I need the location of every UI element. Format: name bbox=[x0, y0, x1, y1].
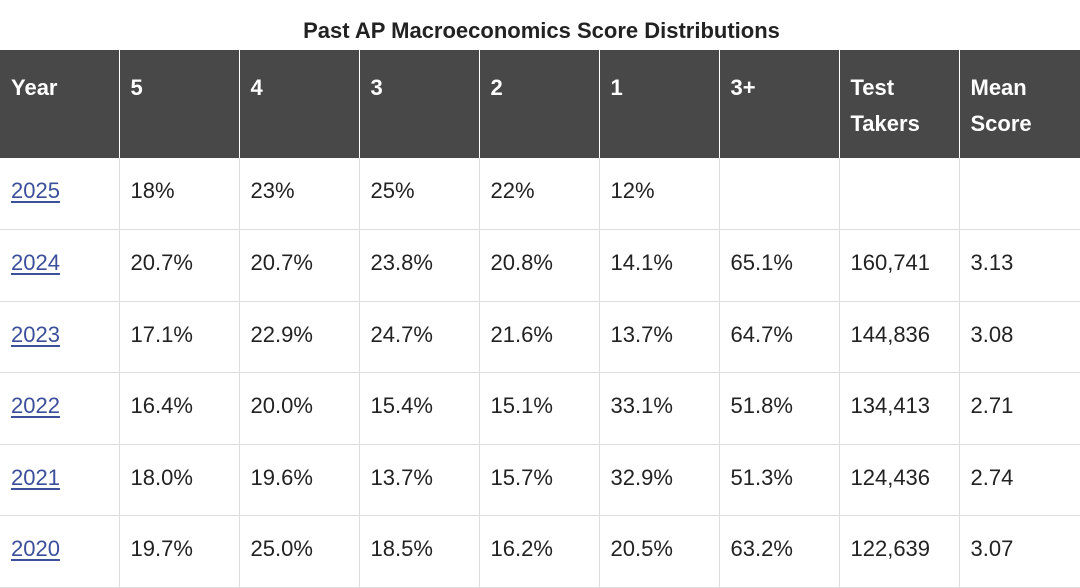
year-link[interactable]: 2022 bbox=[11, 393, 60, 418]
column-header-year: Year bbox=[0, 50, 119, 158]
cell-test-takers: 134,413 bbox=[838, 372, 959, 445]
column-header-score-5: 5 bbox=[118, 50, 239, 158]
year-link[interactable]: 2024 bbox=[11, 250, 60, 275]
cell-3-plus: 63.2% bbox=[718, 515, 839, 588]
cell-score-1: 13.7% bbox=[598, 301, 719, 373]
cell-score-4: 19.6% bbox=[238, 444, 359, 516]
cell-score-5: 19.7% bbox=[118, 515, 239, 588]
cell-score-3: 24.7% bbox=[358, 301, 479, 373]
cell-year: 2023 bbox=[0, 301, 119, 373]
cell-mean-score: 3.07 bbox=[958, 515, 1080, 588]
cell-score-2: 15.7% bbox=[478, 444, 599, 516]
cell-mean-score bbox=[958, 158, 1080, 230]
cell-score-1: 33.1% bbox=[598, 372, 719, 445]
cell-mean-score: 2.74 bbox=[958, 444, 1080, 516]
column-header-test-takers: Test Takers bbox=[838, 50, 959, 158]
cell-score-2: 15.1% bbox=[478, 372, 599, 445]
table-header-row: Year 5 4 3 2 1 3+ Test Takers Mean Score bbox=[0, 50, 1080, 158]
cell-score-1: 12% bbox=[598, 158, 719, 230]
column-header-score-4: 4 bbox=[238, 50, 359, 158]
cell-score-3: 23.8% bbox=[358, 229, 479, 302]
cell-score-4: 22.9% bbox=[238, 301, 359, 373]
cell-3-plus: 51.8% bbox=[718, 372, 839, 445]
column-header-mean-score: Mean Score bbox=[958, 50, 1080, 158]
score-distribution-table: Year 5 4 3 2 1 3+ Test Takers Mean Score… bbox=[0, 50, 1080, 588]
cell-score-1: 14.1% bbox=[598, 229, 719, 302]
cell-score-3: 15.4% bbox=[358, 372, 479, 445]
cell-score-5: 18.0% bbox=[118, 444, 239, 516]
cell-score-3: 13.7% bbox=[358, 444, 479, 516]
column-header-score-3: 3 bbox=[358, 50, 479, 158]
cell-test-takers bbox=[838, 158, 959, 230]
cell-score-3: 25% bbox=[358, 158, 479, 230]
table-row: 2021 18.0% 19.6% 13.7% 15.7% 32.9% 51.3% 124,43… bbox=[0, 444, 1080, 516]
column-header-3-plus: 3+ bbox=[718, 50, 839, 158]
table-row: 2025 18% 23% 25% 22% 12% bbox=[0, 158, 1080, 230]
column-header-score-2: 2 bbox=[478, 50, 599, 158]
cell-score-1: 20.5% bbox=[598, 515, 719, 588]
cell-score-5: 18% bbox=[118, 158, 239, 230]
cell-year: 2020 bbox=[0, 515, 119, 588]
cell-mean-score: 3.13 bbox=[958, 229, 1080, 302]
cell-score-4: 20.0% bbox=[238, 372, 359, 445]
cell-score-4: 20.7% bbox=[238, 229, 359, 302]
cell-score-5: 20.7% bbox=[118, 229, 239, 302]
cell-year: 2021 bbox=[0, 444, 119, 516]
cell-score-5: 16.4% bbox=[118, 372, 239, 445]
cell-score-4: 23% bbox=[238, 158, 359, 230]
page-title: Past AP Macroeconomics Score Distributio… bbox=[303, 18, 780, 43]
year-link[interactable]: 2023 bbox=[11, 321, 60, 347]
cell-test-takers: 122,639 bbox=[838, 515, 959, 588]
cell-year: 2024 bbox=[0, 229, 119, 302]
cell-year: 2025 bbox=[0, 158, 119, 230]
cell-3-plus: 65.1% bbox=[718, 229, 839, 302]
cell-score-1: 32.9% bbox=[598, 444, 719, 516]
cell-score-3: 18.5% bbox=[358, 515, 479, 588]
table-row: 2023 17.1% 22.9% 24.7% 21.6% 13.7% 64.7% 144,83… bbox=[0, 301, 1080, 373]
cell-test-takers: 160,741 bbox=[838, 229, 959, 302]
table-row: 2022 16.4% 20.0% 15.4% 15.1% 33.1% 51.8% 134,41… bbox=[0, 372, 1080, 445]
cell-score-4: 25.0% bbox=[238, 515, 359, 588]
cell-3-plus bbox=[718, 158, 839, 230]
year-link[interactable]: 2020 bbox=[11, 536, 60, 561]
cell-mean-score: 2.71 bbox=[958, 372, 1080, 445]
table-row: 2020 19.7% 25.0% 18.5% 16.2% 20.5% 63.2% 122,63… bbox=[0, 515, 1080, 588]
cell-test-takers: 124,436 bbox=[838, 444, 959, 516]
year-link[interactable]: 2025 bbox=[11, 178, 60, 203]
cell-mean-score: 3.08 bbox=[958, 301, 1080, 373]
cell-3-plus: 64.7% bbox=[718, 301, 839, 373]
cell-year: 2022 bbox=[0, 372, 119, 445]
cell-score-2: 20.8% bbox=[478, 229, 599, 302]
cell-score-5: 17.1% bbox=[118, 301, 239, 373]
cell-score-2: 21.6% bbox=[478, 301, 599, 373]
cell-score-2: 16.2% bbox=[478, 515, 599, 588]
year-link[interactable]: 2021 bbox=[11, 464, 60, 490]
cell-3-plus: 51.3% bbox=[718, 444, 839, 516]
table-row: 2024 20.7% 20.7% 23.8% 20.8% 14.1% 65.1% 160,74… bbox=[0, 229, 1080, 302]
table-body: 2025 18% 23% 25% 22% 12% 2024 20.7% 20.7% 23.8% 20… bbox=[0, 158, 1080, 588]
column-header-score-1: 1 bbox=[598, 50, 719, 158]
cell-test-takers: 144,836 bbox=[838, 301, 959, 373]
cell-score-2: 22% bbox=[478, 158, 599, 230]
